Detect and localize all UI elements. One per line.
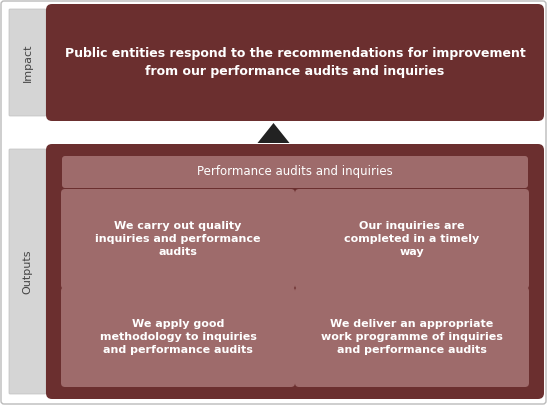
Text: Outputs: Outputs <box>22 250 32 294</box>
Text: We apply good
methodology to inquiries
and performance audits: We apply good methodology to inquiries a… <box>100 319 257 355</box>
FancyBboxPatch shape <box>62 156 528 188</box>
Text: Our inquiries are
completed in a timely
way: Our inquiries are completed in a timely … <box>345 221 480 257</box>
FancyBboxPatch shape <box>46 144 544 399</box>
Text: Public entities respond to the recommendations for improvement
from our performa: Public entities respond to the recommend… <box>65 47 525 77</box>
FancyBboxPatch shape <box>295 189 529 289</box>
Text: Impact: Impact <box>22 44 32 82</box>
Text: Performance audits and inquiries: Performance audits and inquiries <box>197 166 393 179</box>
Text: We deliver an appropriate
work programme of inquiries
and performance audits: We deliver an appropriate work programme… <box>321 319 503 355</box>
FancyBboxPatch shape <box>295 287 529 387</box>
FancyBboxPatch shape <box>61 189 295 289</box>
FancyBboxPatch shape <box>46 4 544 121</box>
FancyBboxPatch shape <box>61 287 295 387</box>
Text: We carry out quality
inquiries and performance
audits: We carry out quality inquiries and perfo… <box>95 221 261 257</box>
Polygon shape <box>258 123 289 143</box>
FancyBboxPatch shape <box>9 9 46 116</box>
FancyBboxPatch shape <box>9 149 46 394</box>
